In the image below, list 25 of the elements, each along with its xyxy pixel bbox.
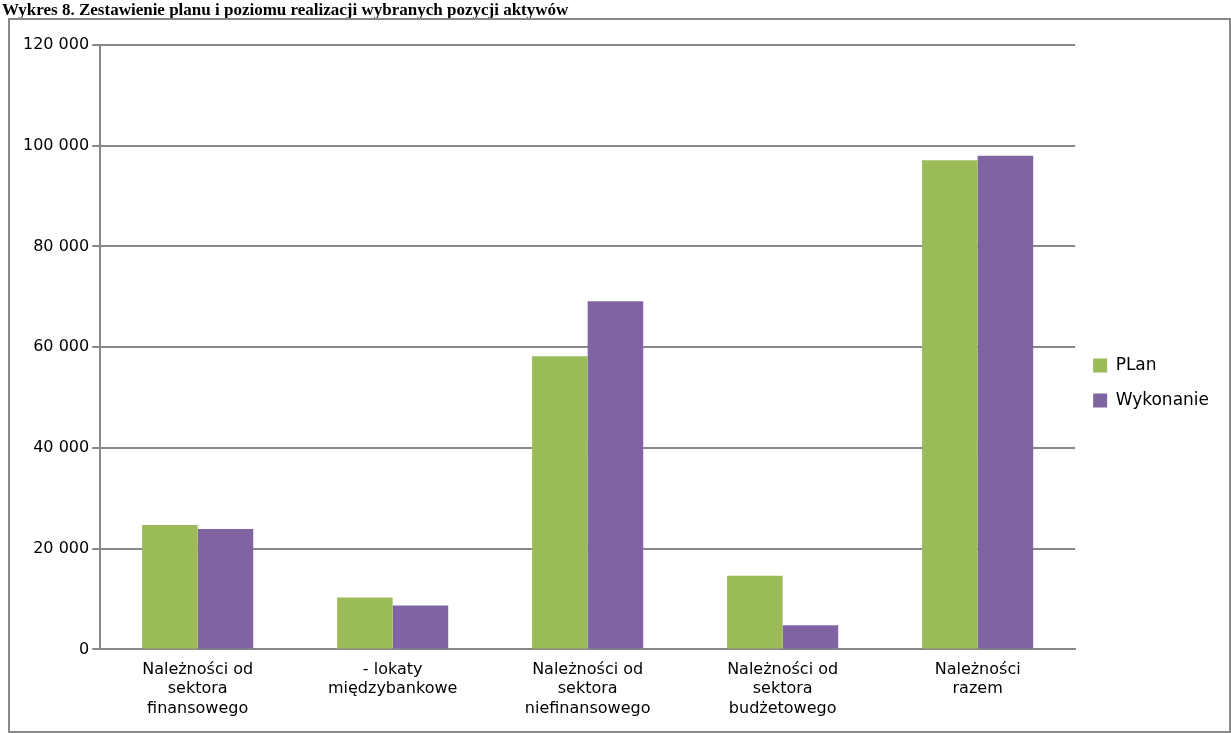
y-tick-label: 60 000 — [33, 336, 90, 356]
y-tick-label: 20 000 — [33, 537, 90, 557]
y-tick-label: 40 000 — [33, 437, 90, 457]
bar — [977, 155, 1034, 649]
x-tick-label: Należności od sektora niefinansowego — [524, 659, 651, 717]
legend-label: PLan — [1115, 353, 1157, 374]
bar — [922, 160, 978, 649]
y-tick-label: 100 000 — [22, 134, 90, 154]
y-tick-label: 0 — [78, 638, 90, 658]
y-tick-label: 80 000 — [33, 235, 90, 255]
x-tick-label: Należności od sektora finansowego — [142, 659, 254, 717]
bar — [392, 605, 449, 649]
x-tick-label: Należności od sektora budżetowego — [727, 659, 839, 717]
bar — [782, 625, 839, 649]
legend-label: Wykonanie — [1115, 388, 1209, 409]
bar — [197, 529, 254, 649]
chart-title: Wykres 8. Zestawienie planu i poziomu realizacji wybranych pozycji aktywów — [1, 0, 570, 19]
bar — [142, 524, 198, 649]
bar — [532, 356, 588, 649]
bar — [727, 575, 783, 649]
bar — [587, 301, 644, 649]
y-tick-label: 120 000 — [22, 34, 90, 54]
x-tick-label: Należności razem — [934, 659, 1021, 698]
x-tick-label: - lokaty międzybankowe — [327, 659, 458, 698]
bar — [337, 597, 393, 649]
